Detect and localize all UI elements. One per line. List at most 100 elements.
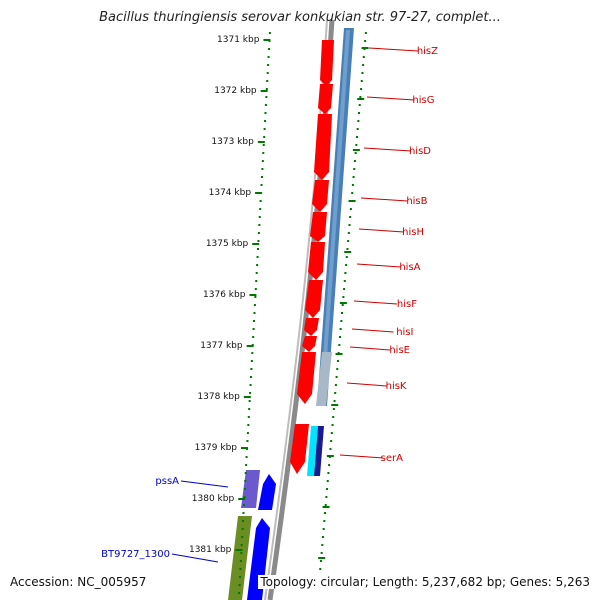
gene-leader-line — [349, 346, 391, 351]
tick-dot — [238, 592, 241, 594]
gene-hisE-shape[interactable] — [302, 336, 317, 352]
tick-dot — [336, 368, 339, 370]
olive-cds[interactable] — [228, 516, 252, 600]
tick-dot — [265, 96, 268, 98]
major-tick — [357, 98, 365, 100]
gene-leader-line — [360, 197, 408, 202]
pssA-block[interactable] — [241, 470, 260, 508]
major-tick — [249, 294, 257, 296]
tick-dot — [353, 160, 356, 162]
tick-dot — [349, 208, 352, 210]
gene-hisD-shape[interactable] — [314, 114, 332, 180]
tick-dot — [248, 408, 251, 410]
major-tick — [352, 149, 360, 151]
gene-hisZ-shape[interactable] — [320, 40, 334, 86]
tick-label: 1377 kbp — [200, 341, 243, 351]
right-tick-track — [318, 32, 369, 570]
reverse-cds-track — [228, 470, 276, 600]
gene-label-pssA[interactable]: pssA — [155, 476, 179, 487]
tick-dot — [342, 296, 345, 298]
tick-dot — [349, 216, 352, 218]
tick-dot — [246, 432, 249, 434]
tick-dot — [343, 288, 346, 290]
tick-dot — [256, 264, 259, 266]
gene-label-hisK[interactable]: hisK — [386, 381, 407, 392]
tick-dot — [240, 552, 243, 554]
gene-leader-line — [366, 96, 415, 101]
tick-label: 1378 kbp — [197, 392, 240, 402]
major-tick — [339, 302, 347, 304]
major-tick — [318, 557, 326, 559]
gene-label-hisI[interactable]: hisI — [396, 327, 413, 338]
tick-dot — [244, 480, 247, 482]
gene-hisI-shape[interactable] — [304, 318, 319, 336]
tick-dot — [319, 560, 322, 562]
tick-dot — [321, 544, 324, 546]
tick-dot — [239, 568, 242, 570]
tick-dot — [264, 120, 267, 122]
tick-dot — [362, 64, 365, 66]
tick-dot — [331, 424, 334, 426]
tick-dot — [361, 72, 364, 74]
tick-dot — [255, 272, 258, 274]
tick-dot — [242, 504, 245, 506]
tick-dot — [261, 168, 264, 170]
gene-label-hisH[interactable]: hisH — [402, 227, 424, 238]
tick-dot — [266, 80, 269, 82]
gene-label-BT9727_1300[interactable]: BT9727_1300 — [101, 549, 170, 560]
tick-dot — [352, 176, 355, 178]
major-tick — [241, 447, 249, 449]
tick-dot — [259, 208, 262, 210]
major-tick — [326, 455, 334, 457]
gene-label-hisZ[interactable]: hisZ — [417, 46, 438, 57]
tick-label: 1381 kbp — [189, 545, 232, 555]
tick-dot — [336, 360, 339, 362]
gene-label-hisE[interactable]: hisE — [389, 345, 410, 356]
tick-dot — [323, 520, 326, 522]
gene-label-serA[interactable]: serA — [381, 453, 403, 464]
gene-hisH-shape[interactable] — [310, 212, 327, 242]
gene-label-hisD[interactable]: hisD — [409, 146, 431, 157]
tick-dot — [249, 384, 252, 386]
gene-label-hisG[interactable]: hisG — [412, 95, 434, 106]
gene-leader-line — [358, 228, 405, 233]
gene-serA-shape[interactable] — [290, 424, 309, 474]
tick-dot — [257, 248, 260, 250]
tick-dot — [332, 408, 335, 410]
tick-dot — [247, 424, 250, 426]
tick-dot — [253, 312, 256, 314]
gene-hisB-shape[interactable] — [312, 180, 329, 212]
tick-dot — [268, 32, 271, 34]
tick-dot — [321, 536, 324, 538]
tick-dot — [347, 240, 350, 242]
blue-cds-1[interactable] — [258, 474, 276, 510]
map-title: Bacillus thuringiensis serovar konkukian… — [99, 10, 501, 25]
gene-leader-line — [353, 300, 398, 305]
gene-label-hisF[interactable]: hisF — [397, 299, 417, 310]
tick-dot — [265, 88, 268, 90]
topology-label: Topology: circular; Length: 5,237,682 bp… — [258, 575, 590, 589]
tick-dot — [244, 472, 247, 474]
tick-dot — [330, 440, 333, 442]
gene-label-hisA[interactable]: hisA — [399, 262, 420, 273]
tick-dot — [252, 328, 255, 330]
tick-dot — [268, 48, 271, 50]
tick-dot — [356, 128, 359, 130]
gene-label-hisB[interactable]: hisB — [406, 196, 427, 207]
gene-hisG-shape[interactable] — [318, 84, 333, 114]
tick-dot — [253, 304, 256, 306]
tick-dot — [241, 528, 244, 530]
tick-dot — [358, 112, 361, 114]
tick-dot — [360, 80, 363, 82]
tick-dot — [258, 216, 261, 218]
tick-dot — [344, 272, 347, 274]
tick-labels: 1371 kbp 1372 kbp 1373 kbp 1374 kbp 1375 kbp… — [189, 35, 271, 555]
major-tick — [263, 39, 271, 41]
tick-dot — [248, 400, 251, 402]
gene-hisK-shape[interactable] — [297, 352, 316, 404]
tick-label: 1375 kbp — [206, 239, 249, 249]
gene-hisF-shape[interactable] — [305, 280, 323, 318]
gene-leader-line — [346, 382, 387, 387]
gene-hisA-shape[interactable] — [308, 242, 325, 280]
